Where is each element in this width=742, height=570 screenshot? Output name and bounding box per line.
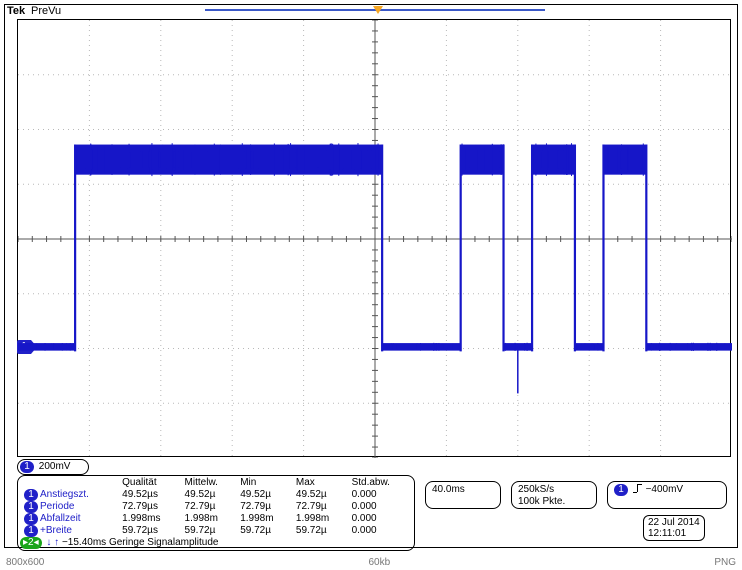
waveform-plot: 1 bbox=[17, 19, 731, 457]
meas-min: 72.79µ bbox=[236, 501, 292, 513]
channel-scale-box: 1 200mV bbox=[17, 459, 89, 475]
meas-name: Abfallzeit bbox=[40, 513, 81, 524]
table-header: Qualität bbox=[118, 477, 180, 489]
meas-std: 0.000 bbox=[348, 525, 410, 537]
table-row: 1+Breite59.72µs59.72µ59.72µ59.72µ0.000 bbox=[20, 525, 410, 537]
meas-max: 59.72µ bbox=[292, 525, 348, 537]
trigger-channel-chip: 1 bbox=[614, 484, 628, 496]
meas-mean: 49.52µ bbox=[181, 489, 237, 501]
meas-chip: 1 bbox=[24, 525, 38, 537]
trigger-level: −400mV bbox=[646, 484, 684, 495]
top-bar: Tek PreVu bbox=[5, 5, 737, 19]
datetime-box: 22 Jul 2014 12:11:01 bbox=[643, 515, 705, 541]
trigger-position-icon bbox=[373, 6, 383, 14]
sample-box: 250kS/s 100k Pkte. bbox=[511, 481, 597, 509]
sample-rate: 250kS/s bbox=[518, 484, 554, 495]
channel-chip: 1 bbox=[20, 461, 34, 473]
status-note: Geringe Signalamplitude bbox=[109, 537, 219, 548]
table-row: 1Abfallzeit1.998ms1.998m1.998m1.998m0.00… bbox=[20, 513, 410, 525]
measurements-table: QualitätMittelw.MinMaxStd.abw. 1Anstiegs… bbox=[20, 477, 410, 549]
table-row: 1Anstiegszt.49.52µs49.52µ49.52µ49.52µ0.0… bbox=[20, 489, 410, 501]
image-footer: 800x600 60kb PNG bbox=[0, 557, 742, 568]
table-header: Mittelw. bbox=[181, 477, 237, 489]
meas-max: 1.998m bbox=[292, 513, 348, 525]
meas-std: 0.000 bbox=[348, 489, 410, 501]
date-label: 22 Jul 2014 bbox=[648, 517, 700, 528]
meas-min: 59.72µ bbox=[236, 525, 292, 537]
meas-q: 1.998ms bbox=[118, 513, 180, 525]
table-header: Std.abw. bbox=[348, 477, 410, 489]
cursor-value: −15.40ms bbox=[62, 537, 106, 548]
scope-frame: Tek PreVu 1 1 200mV QualitätMittelw.MinM… bbox=[4, 4, 738, 548]
timebase-box: 40.0ms bbox=[425, 481, 501, 509]
readout-panel: 1 200mV QualitätMittelw.MinMaxStd.abw. 1… bbox=[17, 459, 725, 477]
meas-std: 0.000 bbox=[348, 501, 410, 513]
cursor-chip: ▸2◂ bbox=[20, 537, 42, 549]
meas-name: Anstiegszt. bbox=[40, 489, 89, 500]
meas-mean: 72.79µ bbox=[181, 501, 237, 513]
meas-std: 0.000 bbox=[348, 513, 410, 525]
table-row: 1Periode72.79µs72.79µ72.79µ72.79µ0.000 bbox=[20, 501, 410, 513]
footer-dims: 800x600 bbox=[6, 557, 44, 568]
meas-chip: 1 bbox=[24, 489, 38, 501]
table-header bbox=[20, 477, 118, 489]
meas-max: 72.79µ bbox=[292, 501, 348, 513]
measurements-box: QualitätMittelw.MinMaxStd.abw. 1Anstiegs… bbox=[17, 475, 415, 551]
channel-scale-value: 200mV bbox=[39, 461, 71, 472]
timebase-value: 40.0ms bbox=[432, 484, 465, 495]
status-row: ▸2◂ ↓ ↑ −15.40ms Geringe Signalamplitude bbox=[20, 537, 410, 549]
acq-mode-label: PreVu bbox=[31, 5, 61, 18]
edge-icons: ↓ ↑ bbox=[44, 537, 62, 548]
meas-name: Periode bbox=[40, 501, 74, 512]
time-label: 12:11:01 bbox=[648, 528, 686, 539]
meas-min: 1.998m bbox=[236, 513, 292, 525]
meas-q: 49.52µs bbox=[118, 489, 180, 501]
table-header-row: QualitätMittelw.MinMaxStd.abw. bbox=[20, 477, 410, 489]
sample-points: 100k Pkte. bbox=[518, 496, 565, 507]
meas-mean: 59.72µ bbox=[181, 525, 237, 537]
meas-chip: 1 bbox=[24, 513, 38, 525]
footer-fmt: PNG bbox=[714, 557, 736, 568]
meas-mean: 1.998m bbox=[181, 513, 237, 525]
footer-size: 60kb bbox=[369, 557, 391, 568]
meas-chip: 1 bbox=[24, 501, 38, 513]
meas-q: 59.72µs bbox=[118, 525, 180, 537]
meas-max: 49.52µ bbox=[292, 489, 348, 501]
table-header: Min bbox=[236, 477, 292, 489]
table-header: Max bbox=[292, 477, 348, 489]
meas-min: 49.52µ bbox=[236, 489, 292, 501]
brand-label: Tek bbox=[7, 5, 25, 18]
rising-edge-icon bbox=[633, 484, 643, 494]
meas-name: +Breite bbox=[40, 525, 72, 536]
trigger-box: 1 −400mV bbox=[607, 481, 727, 509]
meas-q: 72.79µs bbox=[118, 501, 180, 513]
